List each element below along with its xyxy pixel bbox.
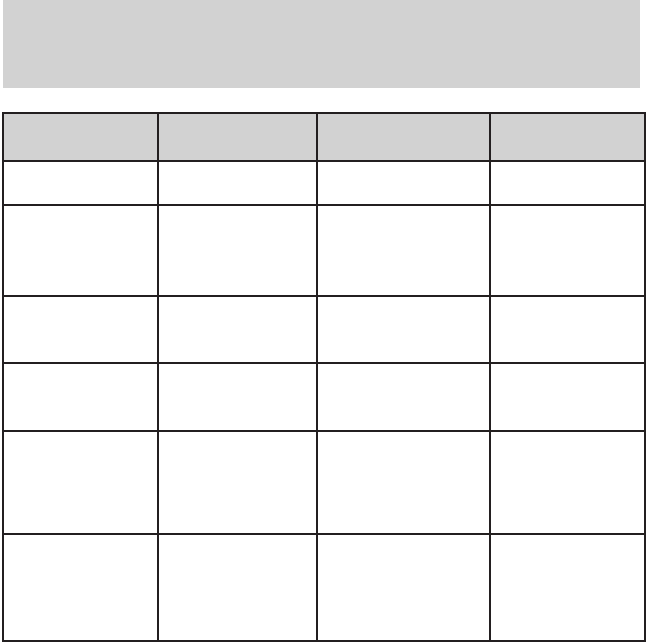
table-cell [157,295,318,364]
table-cell [2,430,159,535]
header-cell [316,112,491,162]
table-cell [489,533,646,642]
table-row [2,430,646,535]
table-cell [2,295,159,364]
table-row [2,160,646,206]
table-cell [489,430,646,535]
table-row [2,295,646,364]
table-cell [157,204,318,297]
table-cell [157,533,318,642]
table-cell [157,160,318,206]
header-cell [157,112,318,162]
table-cell [316,362,491,432]
table-cell [489,362,646,432]
blank-form-table [2,112,646,642]
table-cell [316,160,491,206]
table-cell [316,533,491,642]
header-band [3,0,640,88]
table-cell [489,295,646,364]
table-row [2,362,646,432]
table-cell [489,160,646,206]
table-cell [2,533,159,642]
table-cell [316,430,491,535]
table-cell [316,295,491,364]
header-cell [2,112,159,162]
table-cell [157,430,318,535]
header-cell [489,112,646,162]
table-cell [489,204,646,297]
table-cell [2,362,159,432]
table-cell [157,362,318,432]
table-row [2,204,646,297]
table-cell [316,204,491,297]
table-cell [2,204,159,297]
table-row [2,533,646,642]
table-header-row [2,112,646,162]
table-cell [2,160,159,206]
